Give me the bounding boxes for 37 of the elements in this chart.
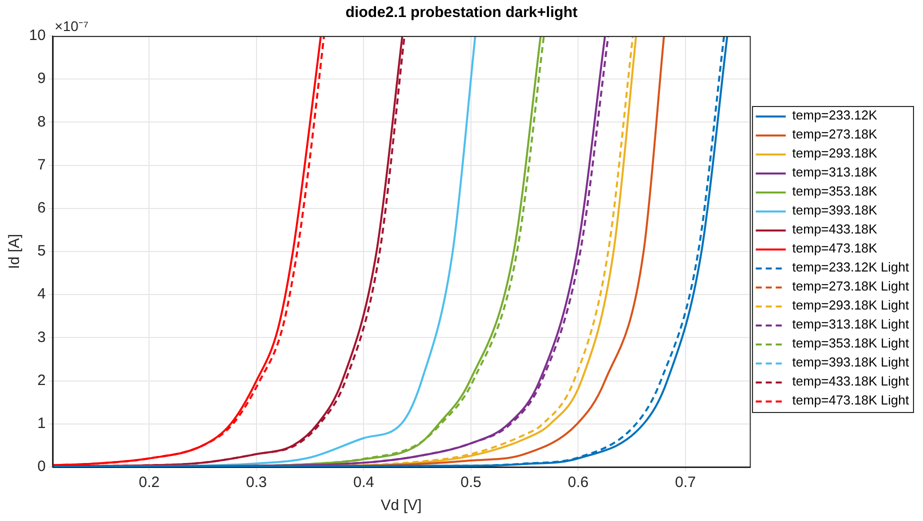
legend-label: temp=273.18K	[792, 126, 878, 142]
chart-title: diode2.1 probestation dark+light	[345, 4, 578, 22]
legend-label: temp=393.18K Light	[792, 354, 910, 370]
x-tick-label: 0.3	[246, 474, 267, 492]
legend-label: temp=233.12K Light	[792, 260, 910, 275]
y-tick-label: 5	[37, 242, 46, 260]
legend-label: temp=313.18K Light	[792, 316, 910, 332]
legend-label: temp=353.18K Light	[792, 336, 910, 351]
y-tick-label: 9	[37, 70, 46, 88]
legend-label: temp=313.18K	[792, 164, 878, 180]
x-tick-label: 0.2	[138, 474, 160, 492]
x-tick-label: 0.4	[353, 474, 374, 492]
y-tick-label: 7	[37, 156, 46, 174]
x-tick-label: 0.7	[674, 474, 696, 492]
y-tick-label: 1	[37, 415, 46, 432]
y-tick-label: 10	[28, 27, 46, 44]
y-tick-label: 8	[37, 113, 46, 130]
x-tick-label: 0.6	[568, 474, 589, 492]
y-tick-label: 2	[37, 372, 46, 389]
legend-label: temp=473.18K Light	[792, 392, 910, 408]
y-axis-title: Id [A]	[6, 234, 24, 270]
y-tick-label: 3	[37, 328, 46, 346]
legend-label: temp=433.18K	[792, 222, 878, 237]
legend-label: temp=233.12K	[792, 108, 878, 123]
legend-label: temp=353.18K	[792, 184, 878, 199]
legend-label: temp=433.18K Light	[792, 374, 910, 389]
legend-label: temp=473.18K	[792, 240, 878, 256]
legend-label: temp=393.18K	[792, 202, 878, 218]
text: ×10⁻⁷	[54, 18, 89, 34]
y-tick-label: 0	[37, 458, 46, 476]
legend-label: temp=273.18K Light	[792, 278, 910, 294]
legend-label: temp=293.18K	[792, 146, 878, 161]
y-tick-label: 4	[37, 286, 46, 303]
y-tick-label: 6	[37, 200, 46, 217]
x-tick-label: 0.5	[460, 474, 482, 492]
legend-label: temp=293.18K Light	[792, 298, 910, 313]
x-axis-title: Vd [V]	[380, 497, 422, 514]
